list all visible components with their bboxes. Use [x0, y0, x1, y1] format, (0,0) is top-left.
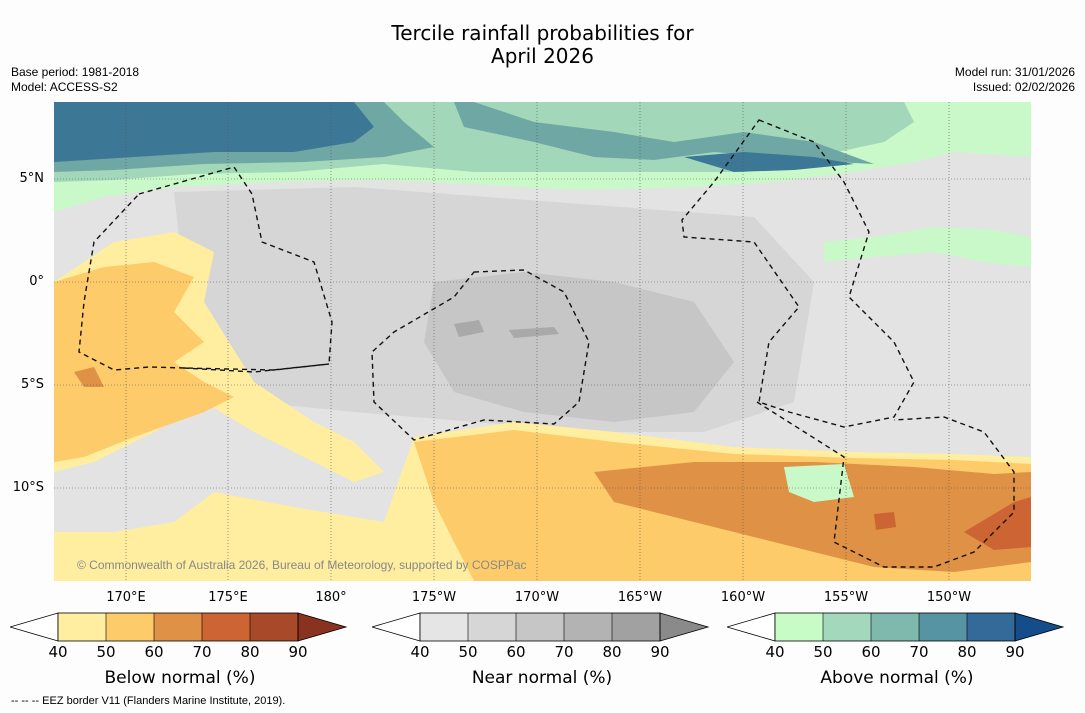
- below-normal-south-60: [594, 462, 1031, 572]
- above-tick-80: 80: [957, 643, 977, 661]
- near-tick-70: 70: [554, 643, 574, 661]
- title-line-1: Tercile rainfall probabilities for: [391, 21, 694, 45]
- eez-border-cook: [756, 401, 1015, 568]
- colorbar-near-normal: [372, 612, 710, 642]
- cbar-near-60: [516, 613, 564, 641]
- below-normal-west-50: [54, 262, 234, 462]
- title-line-2: April 2026: [491, 44, 594, 68]
- near-tick-40: 40: [410, 643, 430, 661]
- below-normal-west-60: [74, 367, 104, 387]
- cbar-above-over: [1014, 612, 1065, 642]
- below-normal-south-above-patch: [784, 464, 854, 502]
- cbar-below-80: [250, 613, 298, 641]
- cbar-above-70: [919, 613, 967, 641]
- cbar-above-under: [727, 612, 776, 642]
- cbar-below-70: [202, 613, 250, 641]
- issued-date: Issued: 02/02/2026: [972, 80, 1075, 94]
- near-tick-90: 90: [650, 643, 670, 661]
- lon-label-170w: 170°W: [514, 590, 560, 605]
- cbar-below-under: [10, 612, 59, 642]
- cbar-below-50: [106, 613, 154, 641]
- cbar-near-80: [612, 613, 660, 641]
- near-normal-label: Near normal (%): [471, 668, 613, 688]
- lon-label-175e: 175°E: [208, 590, 248, 605]
- near-tick-50: 50: [458, 643, 478, 661]
- lon-label-160w: 160°W: [720, 590, 766, 605]
- cbar-above-80: [967, 613, 1015, 641]
- base-period: Base period: 1981-2018: [11, 65, 140, 79]
- below-tick-50: 50: [96, 643, 116, 661]
- cbar-above-60: [871, 613, 919, 641]
- cbar-near-over: [659, 612, 710, 642]
- below-tick-80: 80: [240, 643, 260, 661]
- cbar-below-over: [297, 612, 348, 642]
- below-tick-90: 90: [288, 643, 308, 661]
- cbar-near-40: [420, 613, 468, 641]
- lon-label-150w: 150°W: [926, 590, 972, 605]
- above-tick-40: 40: [765, 643, 785, 661]
- lat-label-10s: 10°S: [12, 480, 44, 495]
- above-normal-north-70: [54, 102, 854, 172]
- eez-border-line-islands: [681, 119, 915, 428]
- eez-borders: [78, 119, 1015, 568]
- colorbar-above-normal: [727, 612, 1065, 642]
- cbar-near-70: [564, 613, 612, 641]
- lat-label-5s: 5°S: [20, 377, 44, 392]
- lon-label-180: 180°: [315, 590, 347, 605]
- above-tick-60: 60: [861, 643, 881, 661]
- below-normal-south-70: [829, 477, 1031, 550]
- below-tick-60: 60: [144, 643, 164, 661]
- lat-label-0: 0°: [29, 274, 44, 289]
- cbar-above-50: [823, 613, 871, 641]
- model-name: Model: ACCESS-S2: [11, 80, 118, 94]
- chart-title: Tercile rainfall probabilities for April…: [0, 22, 1085, 68]
- lon-label-175w: 175°W: [411, 590, 457, 605]
- colorbar-below-normal: [10, 612, 348, 642]
- lat-label-5n: 5°N: [19, 171, 45, 186]
- near-tick-80: 80: [602, 643, 622, 661]
- cbar-below-60: [154, 613, 202, 641]
- meta-left: Base period: 1981-2018 Model: ACCESS-S2: [11, 65, 139, 95]
- gridlines: [54, 102, 1031, 581]
- model-run: Model run: 31/01/2026: [954, 65, 1075, 79]
- eez-border-tuvalu-nauru: [183, 363, 330, 373]
- cbar-below-40: [58, 613, 106, 641]
- eez-footnote: -- -- -- EEZ border V11 (Flanders Marine…: [11, 695, 286, 707]
- lon-label-155w: 155°W: [823, 590, 869, 605]
- below-tick-40: 40: [48, 643, 68, 661]
- above-tick-50: 50: [813, 643, 833, 661]
- cbar-above-40: [775, 613, 823, 641]
- above-normal-label: Above normal (%): [820, 668, 974, 688]
- above-tick-90: 90: [1005, 643, 1025, 661]
- meta-right: Model run: 31/01/2026 Issued: 02/02/2026: [955, 65, 1075, 95]
- near-normal-70: [454, 320, 559, 338]
- below-tick-70: 70: [192, 643, 212, 661]
- below-normal-label: Below normal (%): [104, 668, 256, 688]
- near-tick-60: 60: [506, 643, 526, 661]
- above-tick-70: 70: [909, 643, 929, 661]
- copyright-credit: © Commonwealth of Australia 2026, Bureau…: [77, 558, 527, 572]
- eez-border-phoenix: [371, 269, 590, 441]
- lon-label-165w: 165°W: [617, 590, 663, 605]
- above-normal-east-patch: [824, 227, 1031, 267]
- rainfall-map: [54, 102, 1031, 581]
- cbar-near-50: [468, 613, 516, 641]
- lon-label-170e: 170°E: [106, 590, 146, 605]
- near-normal-60: [424, 272, 734, 422]
- cbar-near-under: [372, 612, 421, 642]
